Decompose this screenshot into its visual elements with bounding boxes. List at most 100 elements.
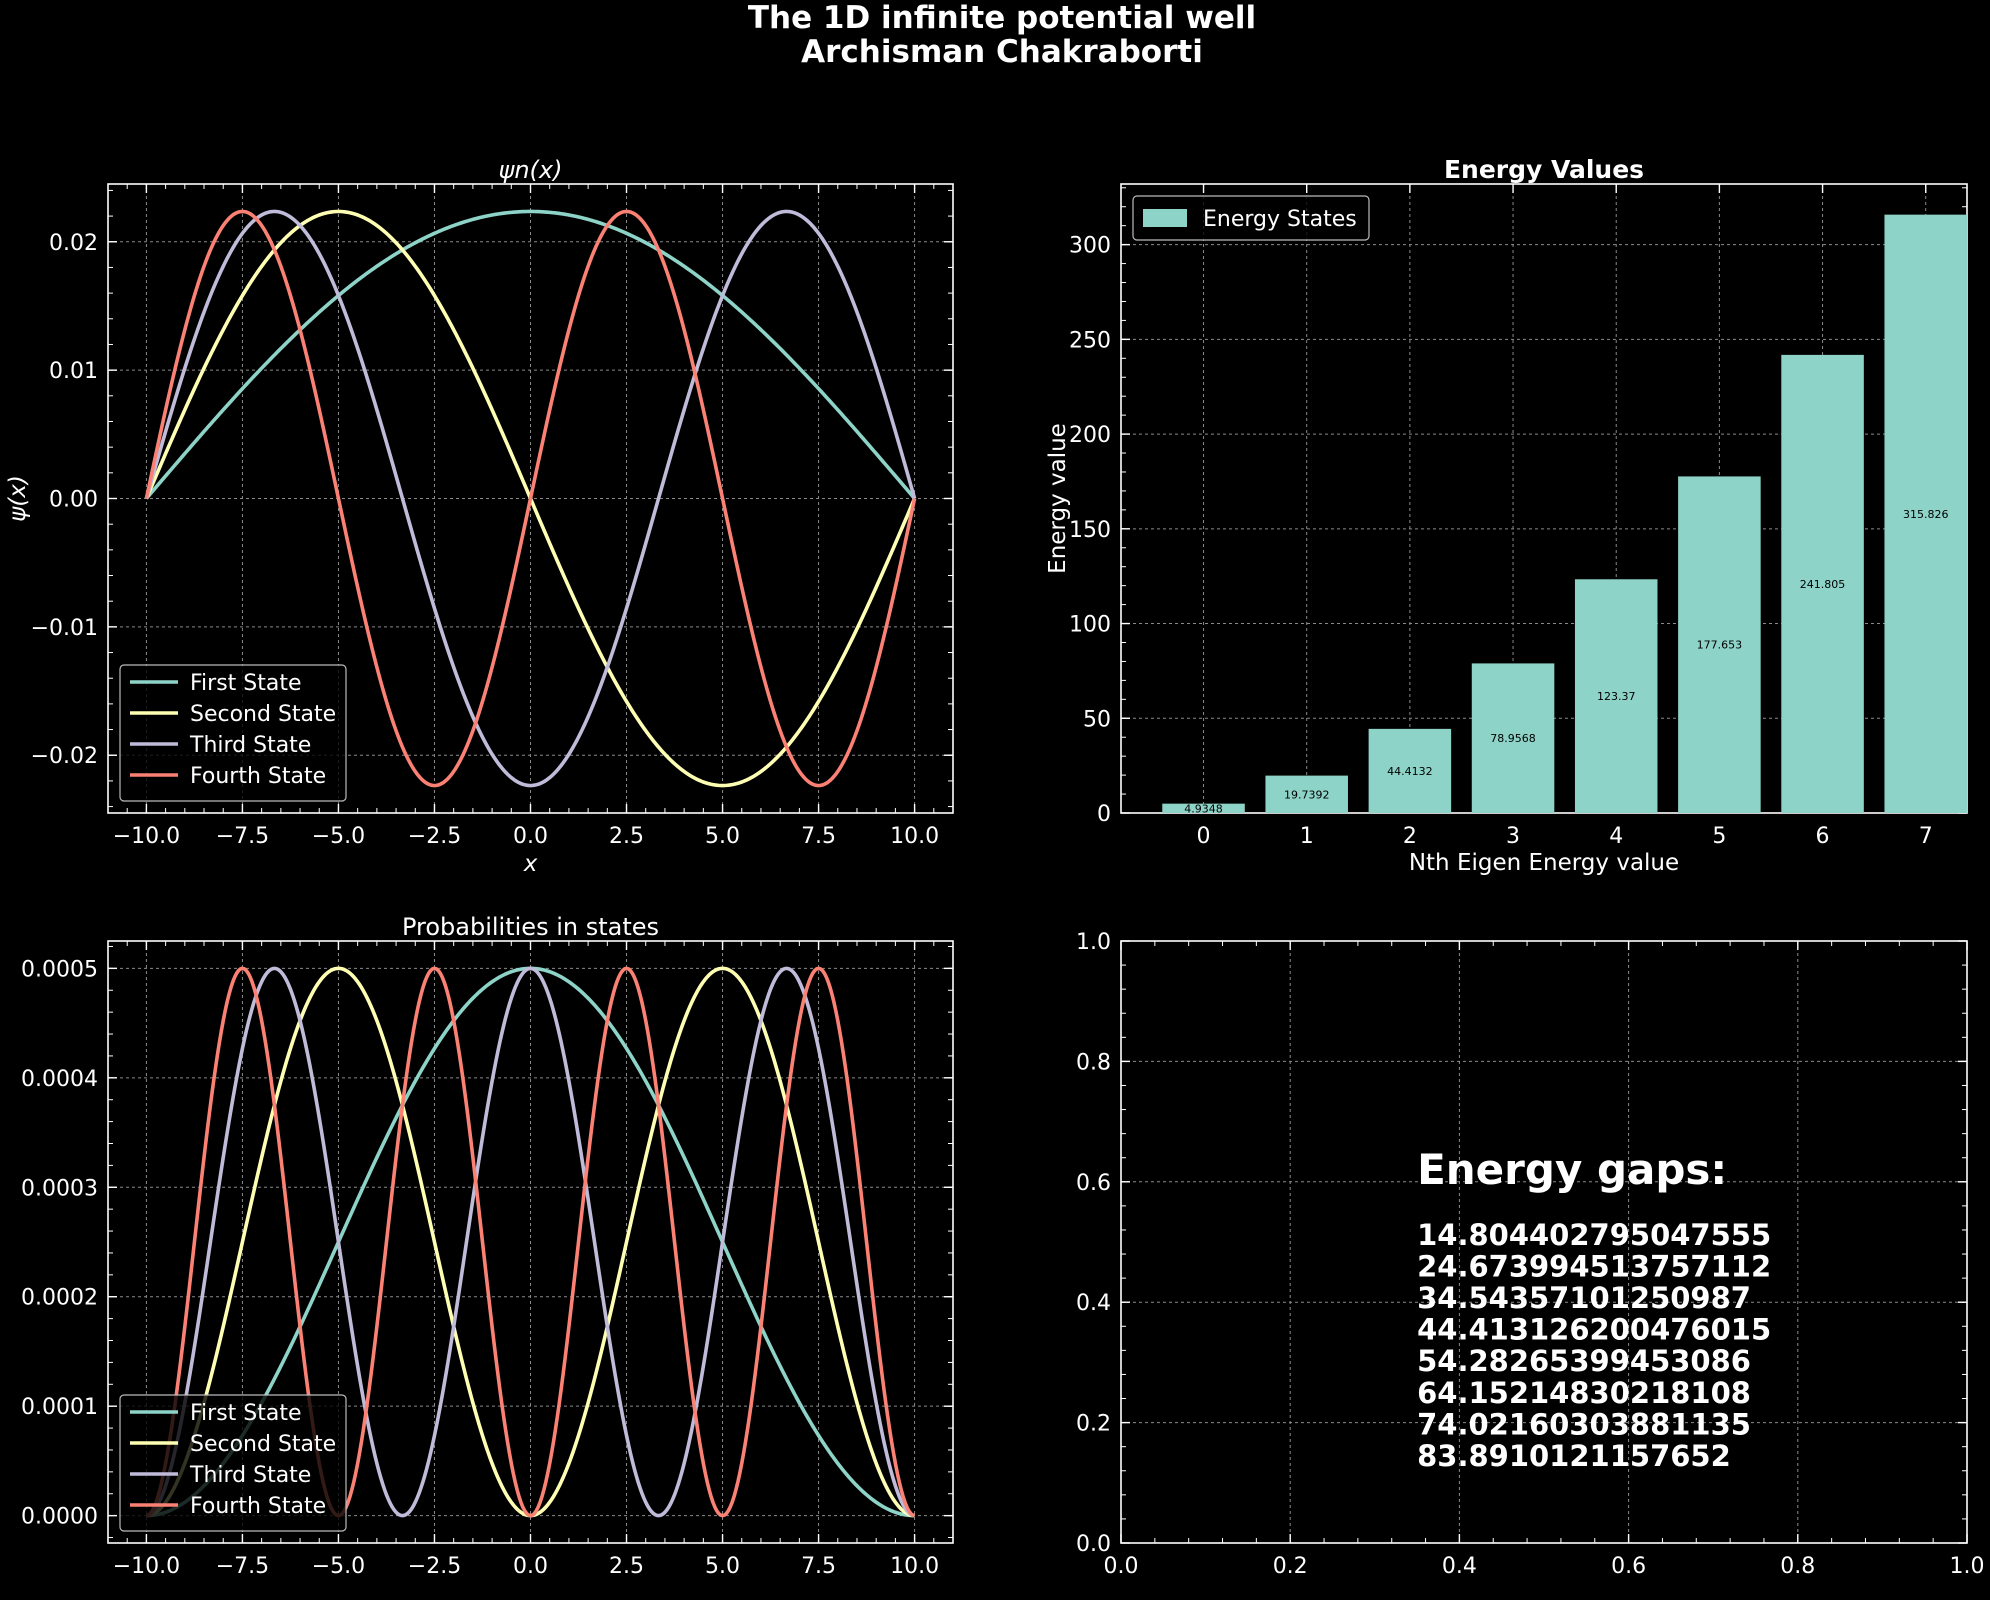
bar-value-label: 177.653 (1697, 639, 1743, 652)
x-tick-label: −10.0 (113, 1554, 180, 1579)
energy-gap-value: 44.413126200476015 (1417, 1313, 1771, 1347)
bar-value-label: 78.9568 (1490, 732, 1536, 745)
x-tick-label: 2.5 (609, 1554, 644, 1579)
y-tick-label: −0.01 (31, 616, 98, 641)
x-tick-label: −5.0 (312, 824, 365, 849)
legend-label: Energy States (1203, 207, 1357, 232)
x-tick-label: 7 (1919, 824, 1933, 849)
legend-label: First State (190, 1401, 302, 1426)
x-tick-label: 7.5 (801, 1554, 836, 1579)
y-tick-label: 200 (1069, 423, 1111, 448)
x-axis-label: x (523, 851, 538, 877)
y-tick-label: 0.0002 (21, 1286, 98, 1311)
x-tick-label: 10.0 (890, 1554, 939, 1579)
energy-gaps-panel: 0.0 0.2 0.4 0.6 0.8 1.0 0.0 0.2 0.4 0.6 0.8 1.0 Ener… (1076, 930, 1985, 1579)
legend-label: First State (190, 671, 302, 696)
panel-title: ψn(x) (499, 156, 563, 184)
legend-label: Third State (189, 733, 311, 758)
x-tick-label: −2.5 (408, 824, 461, 849)
energy-bar-2 (1368, 728, 1452, 813)
y-tick-label: 0.6 (1076, 1171, 1111, 1196)
bar-value-label: 19.7392 (1284, 788, 1330, 801)
panel-title: Probabilities in states (402, 913, 659, 941)
legend-label: Fourth State (190, 1494, 326, 1519)
y-tick-label: 0.8 (1076, 1050, 1111, 1075)
x-tick-label: 0.0 (1104, 1554, 1139, 1579)
x-tick-label: 0.4 (1442, 1554, 1477, 1579)
legend-label: Fourth State (190, 764, 326, 789)
x-tick-label: −5.0 (312, 1554, 365, 1579)
energy-bar-6 (1781, 354, 1864, 813)
y-tick-label: 0.00 (49, 488, 98, 513)
series-line-third-state (144, 209, 917, 788)
y-tick-label: 0.0 (1076, 1532, 1111, 1557)
x-tick-label: 0.6 (1611, 1554, 1646, 1579)
x-tick-label: −2.5 (408, 1554, 461, 1579)
series-line-fourth-state (144, 209, 917, 788)
energy-bar-3 (1471, 663, 1555, 813)
y-tick-label: 0.01 (49, 359, 98, 384)
x-tick-label: 0 (1197, 824, 1211, 849)
energy-gap-value: 54.28265399453086 (1417, 1344, 1751, 1378)
bar-value-label: 315.826 (1903, 508, 1949, 521)
x-tick-label: 4 (1609, 824, 1623, 849)
x-tick-label: −7.5 (216, 1554, 269, 1579)
energy-gap-value: 14.804402795047555 (1417, 1218, 1771, 1252)
y-tick-label: 0.0004 (21, 1067, 98, 1092)
legend-label: Third State (189, 1463, 311, 1488)
figure-title-line1: The 1D infinite potential well (748, 0, 1256, 36)
y-tick-label: 150 (1069, 518, 1111, 543)
bar-value-label: 44.4132 (1387, 765, 1433, 778)
x-tick-label: 2.5 (609, 824, 644, 849)
x-tick-label: −7.5 (216, 824, 269, 849)
energy-bar-1 (1265, 775, 1348, 813)
y-tick-label: 0.0003 (21, 1176, 98, 1201)
legend-label: Second State (190, 1432, 336, 1457)
bar-value-label: 241.805 (1800, 578, 1846, 591)
legend-box (119, 664, 347, 802)
x-tick-label: 5.0 (705, 1554, 740, 1579)
y-tick-label: 0.0001 (21, 1395, 98, 1420)
x-tick-label: 6 (1816, 824, 1830, 849)
bar-value-label: 123.37 (1597, 690, 1636, 703)
x-tick-label: −10.0 (113, 824, 180, 849)
energy-bar-4 (1574, 579, 1658, 813)
energy-values-panel: 0 1 2 3 4 5 6 7 0 50 100 150 200 250 300 4.9348 19.7392 4… (1045, 155, 1968, 876)
y-axis-label: Energy value (1045, 423, 1071, 574)
energy-gap-value: 83.8910121157652 (1417, 1439, 1731, 1473)
x-tick-label: 5.0 (705, 824, 740, 849)
axes-frame (1120, 940, 1968, 1544)
bar-value-label: 4.9348 (1184, 802, 1223, 815)
y-tick-label: 50 (1083, 707, 1111, 732)
y-tick-label: 0.0005 (21, 957, 98, 982)
y-tick-label: 0.4 (1076, 1291, 1111, 1316)
x-tick-label: 0.0 (513, 1554, 548, 1579)
series-line-third-state (146, 966, 915, 1518)
y-tick-label: 0.2 (1076, 1412, 1111, 1437)
y-tick-label: 0 (1097, 802, 1111, 827)
series-line-fourth-state (145, 966, 916, 1518)
energy-gap-value: 34.54357101250987 (1417, 1281, 1751, 1315)
x-axis-label: Nth Eigen Energy value (1409, 850, 1679, 876)
energy-gap-value: 64.15214830218108 (1417, 1376, 1751, 1410)
x-tick-label: 0.2 (1273, 1554, 1308, 1579)
y-axis-label: ψ(x) (5, 475, 31, 522)
x-tick-label: 1.0 (1950, 1554, 1985, 1579)
x-tick-label: 1 (1300, 824, 1314, 849)
panel-title: Energy Values (1444, 155, 1644, 184)
y-tick-label: 0.0000 (21, 1505, 98, 1530)
probabilities-panel: −10.0 −7.5 −5.0 −2.5 0.0 2.5 5.0 7.5 10.0 0.0000 0… (21, 913, 954, 1579)
legend-swatch (1143, 209, 1187, 227)
y-tick-label: 0.02 (49, 231, 98, 256)
y-tick-label: 250 (1069, 328, 1111, 353)
x-tick-label: 2 (1403, 824, 1417, 849)
x-tick-label: 0.8 (1780, 1554, 1815, 1579)
y-tick-label: −0.02 (31, 744, 98, 769)
legend-box (119, 1394, 347, 1532)
energy-gaps-heading: Energy gaps: (1417, 1145, 1727, 1194)
x-tick-label: 10.0 (890, 824, 939, 849)
energy-gap-value: 74.02160303881135 (1417, 1407, 1751, 1441)
series-line-first-state (145, 209, 916, 500)
x-tick-label: 7.5 (801, 824, 836, 849)
x-tick-label: 3 (1506, 824, 1520, 849)
